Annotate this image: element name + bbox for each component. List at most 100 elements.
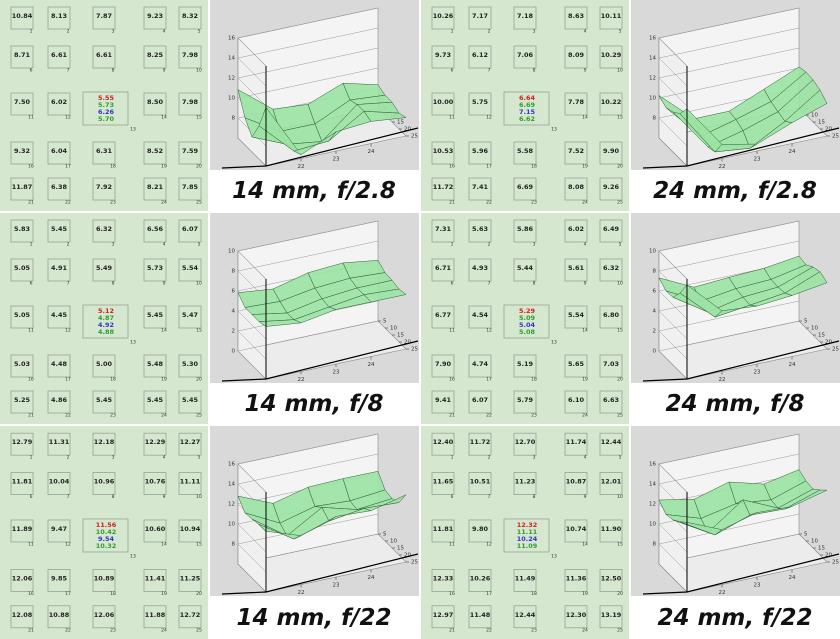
cell-number: 23	[110, 627, 116, 633]
center-value: 5.09	[519, 314, 536, 322]
cell-number: 13	[130, 553, 136, 559]
cell-value: 6.32	[96, 225, 112, 233]
cell-value: 11.81	[12, 478, 33, 486]
cell-value: 7.17	[472, 12, 488, 20]
cell-value: 5.05	[14, 311, 31, 319]
cell-box	[564, 519, 588, 543]
center-value: 5.55	[98, 94, 115, 102]
cell-box	[10, 519, 34, 543]
cell-box	[599, 305, 623, 329]
cell-value: 6.56	[147, 225, 164, 233]
cell-number: 25	[196, 627, 202, 633]
z-tick-label: 14	[649, 56, 656, 62]
cell-number: 12	[486, 115, 492, 121]
cell-box	[564, 390, 588, 414]
cell-number: 5	[619, 29, 622, 35]
cell-number: 10	[196, 494, 202, 500]
cell-box	[178, 432, 202, 456]
cell-value: 10.76	[145, 478, 166, 486]
cell-value: 10.22	[601, 98, 622, 106]
cell-box	[178, 45, 202, 69]
cell-value: 5.54	[568, 311, 585, 319]
y-tick-label: 25	[832, 560, 839, 566]
cell-number: 12	[65, 328, 71, 334]
y-tick-label: 25	[411, 560, 418, 566]
cell-number: 5	[619, 242, 622, 248]
cell-value: 5.44	[517, 264, 534, 272]
cell-box	[431, 92, 455, 116]
z-tick-label: 8	[232, 269, 236, 275]
cell-box	[513, 390, 537, 414]
cell-box	[599, 432, 623, 456]
cell-number: 14	[161, 328, 167, 334]
cell-box	[431, 305, 455, 329]
cell-number: 15	[617, 328, 623, 334]
cell-value: 7.52	[568, 147, 584, 155]
cell-value: 8.25	[147, 51, 164, 59]
cell-number: 14	[582, 115, 588, 121]
cell-box	[143, 390, 167, 414]
cell-number: 15	[617, 541, 623, 547]
cell-box	[564, 92, 588, 116]
cell-box	[431, 45, 455, 69]
cell-value: 5.96	[472, 147, 489, 155]
cell-value: 12.50	[601, 574, 622, 582]
cell-box	[143, 354, 167, 378]
axis-line	[642, 378, 688, 382]
cell-number: 22	[486, 627, 492, 633]
cell-number: 4	[584, 455, 587, 461]
cell-value: 11.81	[433, 525, 454, 533]
cell-number: 2	[488, 29, 491, 35]
cell-value: 12.06	[12, 574, 33, 582]
cell-value: 7.90	[435, 360, 452, 368]
cell-box	[47, 305, 71, 329]
cell-number: 25	[196, 413, 202, 419]
y-tick-label: 15	[818, 546, 825, 552]
z-tick-label: 10	[649, 249, 656, 255]
cell-box	[92, 605, 116, 629]
cell-number: 11	[449, 541, 455, 547]
cell-number: 9	[584, 494, 587, 500]
z-tick-label: 4	[653, 309, 657, 315]
cell-number: 23	[110, 200, 116, 206]
cell-value: 10.26	[433, 12, 454, 20]
cell-box	[92, 432, 116, 456]
cell-value: 11.23	[515, 478, 536, 486]
grid-line	[237, 320, 379, 380]
cell-box	[513, 472, 537, 495]
center-value: 11.11	[517, 528, 538, 536]
cell-number: 25	[617, 413, 623, 419]
cell-value: 9.85	[51, 574, 68, 582]
cell-value: 6.61	[96, 51, 113, 59]
cell-value: 4.45	[51, 311, 68, 319]
z-tick-label: 2	[232, 329, 236, 335]
cell-number: 17	[65, 377, 71, 383]
cell-value: 12.44	[601, 438, 622, 446]
cell-number: 24	[582, 200, 588, 206]
cell-box	[564, 605, 588, 629]
cell-number: 2	[67, 29, 70, 35]
cell-box	[564, 141, 588, 165]
cell-box	[468, 472, 492, 495]
cell-number: 8	[533, 68, 536, 74]
cell-value: 4.91	[51, 264, 68, 272]
cell-box	[468, 432, 492, 456]
cell-number: 10	[617, 281, 623, 287]
y-tick-label: 20	[825, 340, 832, 346]
cell-box	[143, 258, 167, 282]
cell-box	[599, 45, 623, 69]
cell-box	[513, 45, 537, 69]
cell-number: 22	[65, 200, 71, 206]
cell-number: 16	[28, 377, 34, 383]
cell-number: 7	[67, 68, 70, 74]
z-tick-label: 0	[653, 349, 657, 355]
cell-box	[178, 305, 202, 329]
cell-box	[468, 605, 492, 629]
cell-box	[468, 219, 492, 243]
y-tick-label: 20	[404, 340, 411, 346]
cell-number: 10	[617, 494, 623, 500]
axis-line	[642, 165, 688, 169]
z-tick-label: 2	[653, 329, 657, 335]
cell-box	[143, 432, 167, 456]
